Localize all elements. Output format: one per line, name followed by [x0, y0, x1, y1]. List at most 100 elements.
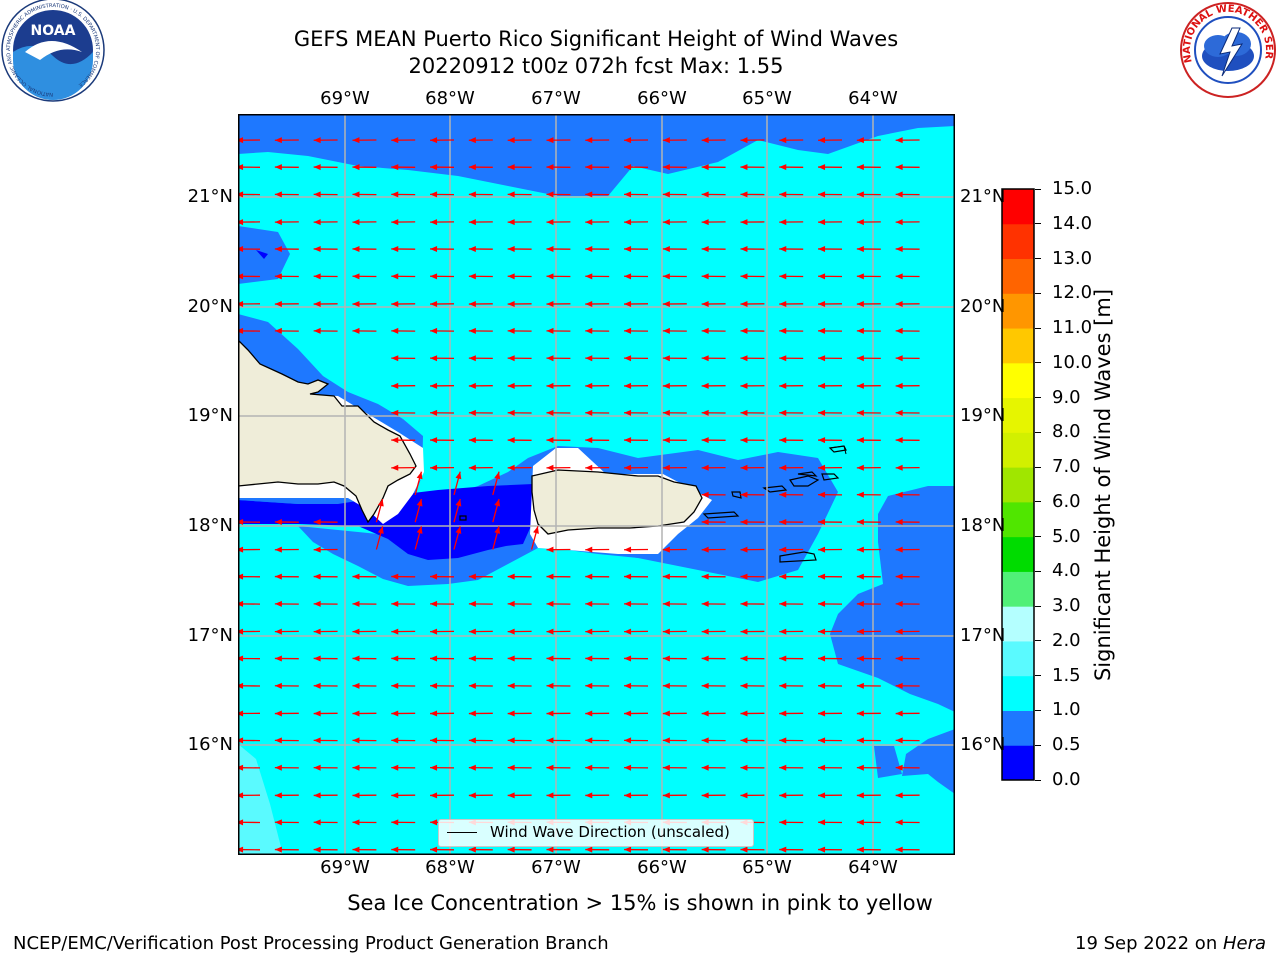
colorbar-segment: [1002, 606, 1034, 642]
wave-arrow: [468, 246, 493, 253]
wave-arrow: [468, 409, 493, 416]
st-croix-outline: [779, 551, 817, 563]
wave-arrow: [238, 164, 261, 171]
wave-arrow: [662, 846, 687, 853]
colorbar-tick-mark: [1035, 536, 1041, 538]
colorbar-tick-label: 14.0: [1052, 212, 1093, 234]
wave-arrow: [468, 710, 493, 717]
wave-arrow: [856, 600, 881, 607]
wave-arrow: [701, 382, 726, 389]
wave-arrow: [274, 682, 299, 689]
colorbar-tick-mark: [1035, 362, 1041, 364]
wave-arrow: [895, 546, 920, 553]
wave-arrow: [430, 846, 455, 853]
wave-arrow: [624, 573, 649, 580]
wave-arrow: [391, 573, 416, 580]
wave-arrow: [624, 764, 649, 771]
wave-arrow: [546, 273, 571, 280]
wave-arrow: [624, 546, 649, 553]
wave-arrow: [468, 682, 493, 689]
wave-arrow: [546, 300, 571, 307]
lat-label-right-21N: 21°N: [960, 186, 1006, 207]
wave-arrow: [701, 355, 726, 362]
wave-arrow: [274, 546, 299, 553]
wave-arrow: [468, 191, 493, 198]
colorbar-label: Significant Height of Wind Waves [m]: [1091, 288, 1115, 682]
wave-arrow: [391, 710, 416, 717]
wave-arrow: [585, 246, 610, 253]
wave-arrow: [856, 464, 881, 471]
wave-arrow: [662, 409, 687, 416]
colorbar-segment: [1002, 189, 1034, 225]
lat-label-left-19N: 19°N: [187, 405, 233, 426]
wave-arrow: [546, 737, 571, 744]
colorbar-tick-mark: [1035, 570, 1041, 572]
wave-arrow: [453, 526, 462, 550]
wave-arrow: [546, 219, 571, 226]
wave-arrow: [391, 137, 416, 144]
wave-arrow: [507, 710, 532, 717]
wave-arrow: [352, 573, 377, 580]
colorbar-tick-mark: [1035, 431, 1041, 433]
wave-arrow: [895, 382, 920, 389]
wave-arrow: [740, 710, 765, 717]
wave-arrow: [895, 164, 920, 171]
wave-arrow: [779, 819, 804, 826]
wave-arrow: [238, 191, 261, 198]
wave-arrow: [391, 355, 416, 362]
wave-arrow: [856, 628, 881, 635]
wave-arrow: [662, 300, 687, 307]
wave-arrow: [585, 573, 610, 580]
wave-arrow: [818, 600, 843, 607]
lon-label-bottom-68W: 68°W: [425, 857, 475, 878]
chart-title: GEFS MEAN Puerto Rico Significant Height…: [293, 27, 899, 51]
wave-arrow: [238, 682, 261, 689]
noaa-wordmark: NOAA: [31, 23, 76, 39]
wave-arrow: [856, 219, 881, 226]
wave-arrow: [662, 191, 687, 198]
wave-arrow: [352, 655, 377, 662]
wave-arrow: [585, 737, 610, 744]
wave-arrow: [856, 546, 881, 553]
wave-arrow: [414, 526, 423, 550]
colorbar-segment: [1002, 362, 1034, 399]
colorbar-tick-mark: [1035, 779, 1041, 781]
lat-label-right-19N: 19°N: [960, 405, 1006, 426]
colorbar-tick-label: 3.0: [1052, 595, 1081, 617]
wave-arrow: [313, 846, 338, 853]
wave-arrow: [414, 498, 423, 523]
wave-arrow: [701, 710, 726, 717]
wave-arrow: [701, 682, 726, 689]
wave-arrow: [895, 355, 920, 362]
wave-arrow: [313, 246, 338, 253]
wave-arrow: [585, 164, 610, 171]
wave-arrow: [391, 382, 416, 389]
wave-arrow: [238, 819, 261, 826]
wave-arrow: [856, 846, 881, 853]
wave-arrow: [624, 737, 649, 744]
wave-arrow: [740, 164, 765, 171]
colorbar-segment: [1002, 258, 1034, 294]
wave-arrow: [430, 464, 455, 471]
colorbar-tick-label: 15.0: [1052, 178, 1093, 199]
wave-arrow: [507, 437, 532, 444]
wave-arrow: [585, 437, 610, 444]
wave-arrow: [238, 519, 261, 526]
wave-arrow: [546, 327, 571, 334]
colorbar-tick-mark: [1035, 327, 1041, 329]
wave-arrow: [818, 573, 843, 580]
wave-arrow: [662, 137, 687, 144]
sea-ice-note: Sea Ice Concentration > 15% is shown in …: [347, 891, 933, 915]
wave-arrow: [585, 382, 610, 389]
wave-arrow: [624, 464, 649, 471]
wave-arrow: [238, 655, 261, 662]
wave-arrow: [895, 191, 920, 198]
wave-arrow: [624, 355, 649, 362]
wave-arrow: [701, 519, 726, 526]
wave-arrow: [779, 491, 804, 498]
wave-arrow: [779, 355, 804, 362]
wave-arrow: [740, 792, 765, 799]
wave-arrow: [895, 491, 920, 498]
wave-arrow: [546, 191, 571, 198]
wave-arrow: [238, 327, 261, 334]
